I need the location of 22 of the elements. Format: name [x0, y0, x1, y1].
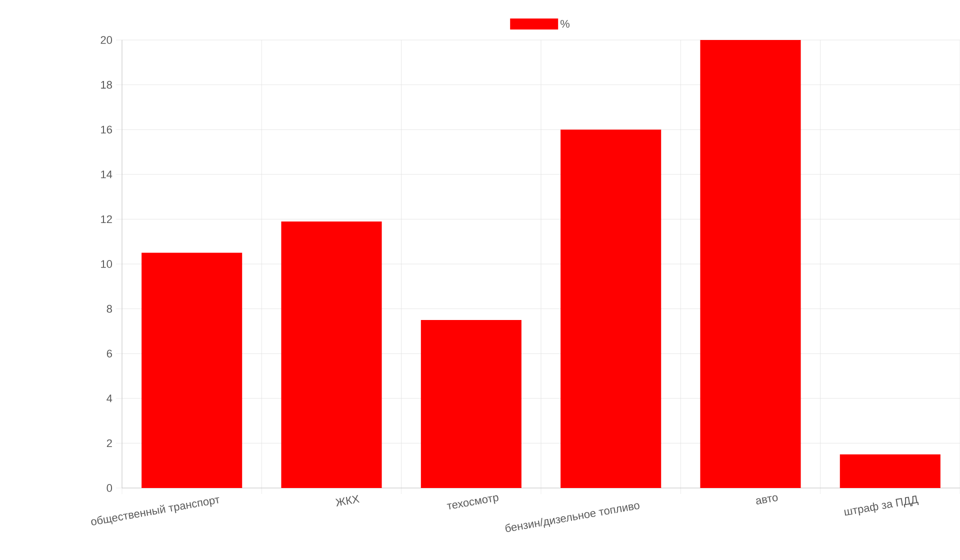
y-tick-label: 8 — [106, 304, 112, 313]
y-tick-label: 4 — [106, 394, 112, 402]
x-tick-label: техосмотр — [446, 495, 498, 510]
bar — [840, 454, 940, 488]
legend-label: % — [560, 20, 570, 28]
y-tick-label: 6 — [106, 350, 112, 358]
bar — [142, 252, 242, 488]
x-tick-label: авто — [756, 495, 778, 504]
bar — [560, 130, 662, 488]
y-tick-label: 20 — [100, 36, 112, 44]
y-tick-label: 18 — [101, 80, 112, 89]
y-tick-label: 2 — [106, 439, 112, 448]
y-tick-label: 10 — [101, 260, 112, 268]
y-tick-label: 0 — [106, 484, 112, 492]
bar — [281, 221, 382, 488]
bar — [700, 40, 801, 488]
y-tick-label: 12 — [101, 215, 112, 224]
y-tick-label: 14 — [101, 170, 112, 178]
x-tick-label: ЖКХ — [335, 494, 360, 506]
x-tick-label: штраф за ПДД — [844, 495, 919, 516]
y-tick-label: 16 — [101, 126, 112, 134]
bar — [420, 320, 522, 488]
